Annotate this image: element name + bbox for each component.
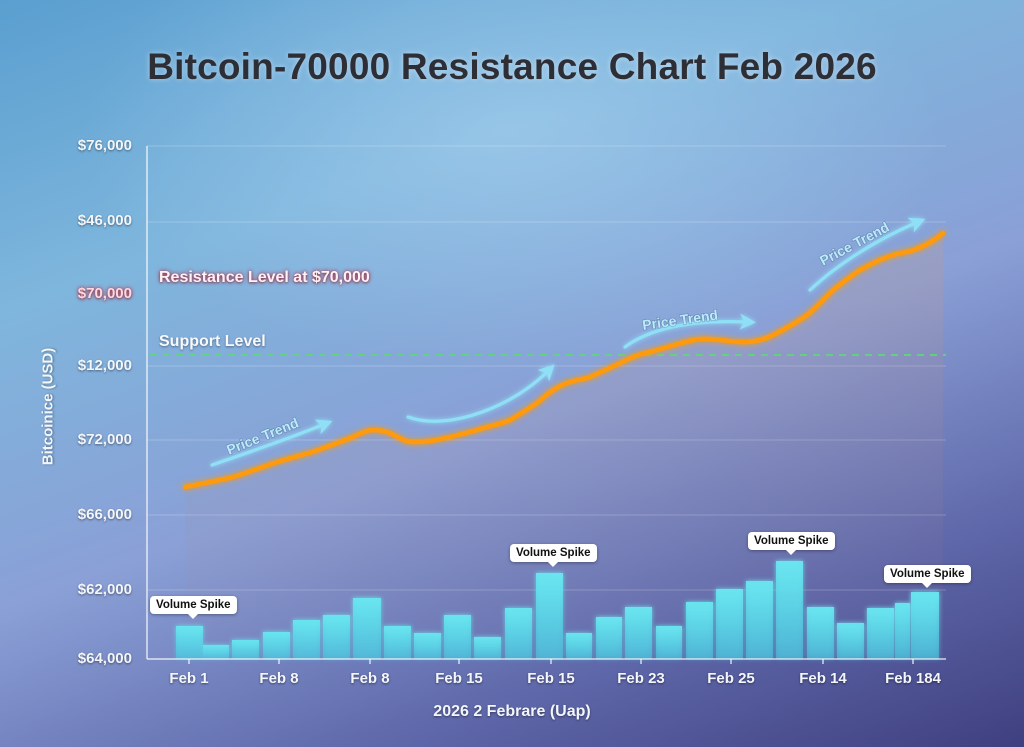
x-tick-label: Feb 15 (435, 670, 483, 687)
volume-bar (474, 637, 501, 659)
volume-bar (746, 581, 773, 659)
x-tick-label: Feb 184 (885, 670, 941, 687)
trend-arrow-icon (808, 217, 926, 292)
volume-bar (895, 603, 910, 659)
trend-arrows (210, 217, 926, 467)
volume-bar (837, 623, 864, 659)
volume-bar (776, 561, 803, 659)
volume-bar (625, 607, 652, 659)
volume-bar (414, 633, 441, 659)
volume-spike-callout: Volume Spike (884, 565, 971, 588)
x-tick-label: Feb 14 (799, 670, 847, 687)
volume-spike-callout: Volume Spike (748, 532, 835, 555)
x-tick-label: Feb 1 (169, 670, 209, 687)
trend-arrow-icon (406, 364, 555, 423)
volume-bar (566, 633, 592, 659)
x-tick-label: Feb 15 (527, 670, 575, 687)
y-tick-label: $12,000 (77, 357, 132, 374)
volume-bar (203, 645, 229, 659)
volume-bar (505, 608, 532, 659)
price-line (182, 230, 946, 490)
volume-bar (263, 632, 290, 659)
volume-bar (596, 617, 622, 659)
volume-bar (656, 626, 682, 659)
trend-label: Price Trend (641, 307, 719, 333)
volume-bar (293, 620, 320, 659)
volume-bars (176, 561, 939, 659)
x-tick-label: Feb 23 (617, 670, 665, 687)
volume-bar (384, 626, 411, 659)
y-tick-label: $66,000 (77, 506, 132, 523)
y-tick-label: $64,000 (77, 650, 132, 667)
trend-arrow-icon (210, 419, 333, 467)
volume-spike-callout: Volume Spike (150, 596, 237, 619)
x-tick-label: Feb 8 (259, 670, 299, 687)
volume-bar (176, 626, 203, 659)
volume-bar (716, 589, 743, 659)
volume-bar (536, 573, 563, 659)
y-tick-label: $62,000 (77, 581, 132, 598)
x-ticks (188, 659, 914, 664)
volume-spike-callout: Volume Spike (510, 544, 597, 567)
volume-bar (686, 602, 713, 659)
y-tick-label: $76,000 (77, 137, 132, 154)
volume-bar (444, 615, 471, 659)
volume-bar (232, 640, 259, 659)
x-tick-label: Feb 8 (350, 670, 390, 687)
y-tick-label: $46,000 (77, 212, 132, 229)
x-tick-label: Feb 25 (707, 670, 755, 687)
resistance-label: Resistance Level at $70,000 (159, 269, 370, 286)
support-label: Support Level (159, 333, 266, 350)
volume-bar (807, 607, 834, 659)
trend-arrow-icon (623, 313, 756, 349)
volume-bar (323, 615, 350, 659)
chart-title: Bitcoin-70000 Resistance Chart Feb 2026 (147, 46, 877, 87)
x-axis-title: 2026 2 Febrare (Uap) (433, 703, 591, 720)
price-area-fill (185, 233, 943, 659)
y-tick-label: $72,000 (77, 431, 132, 448)
volume-bar (867, 608, 894, 659)
volume-bar (353, 598, 381, 659)
y-tick-label-resistance: $70,000 (77, 285, 132, 302)
volume-bar (911, 592, 939, 659)
